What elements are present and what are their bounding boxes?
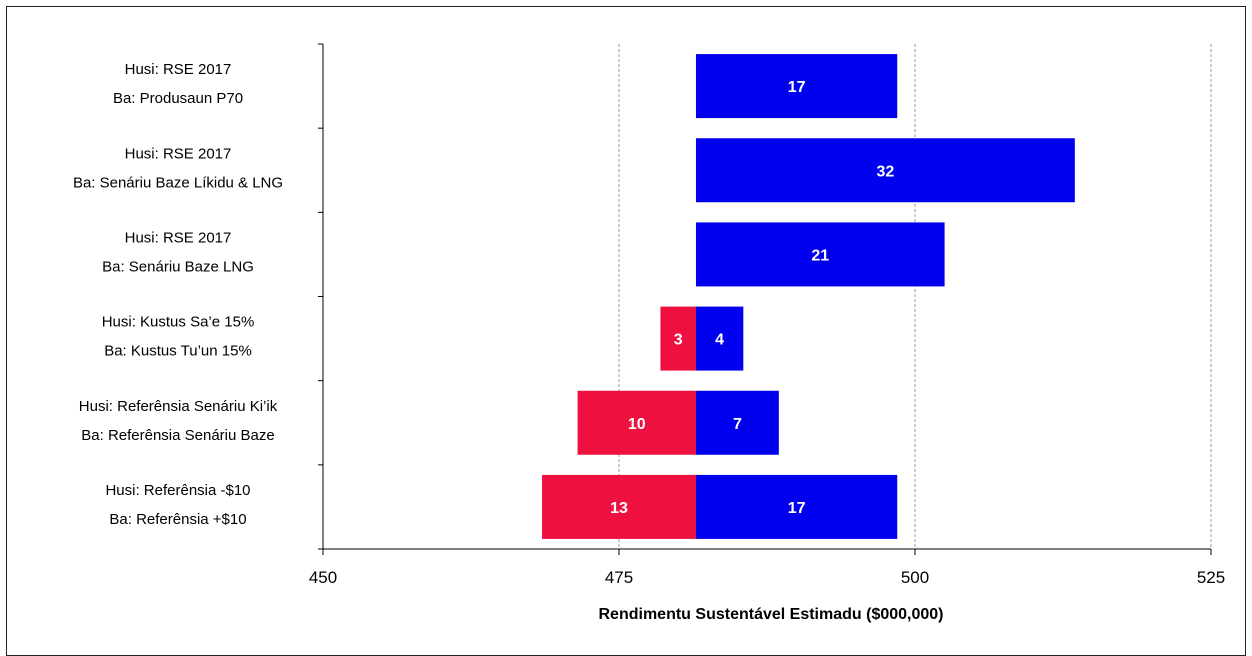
bar-high-3 xyxy=(695,306,744,371)
bar-high-2 xyxy=(695,222,945,287)
chart-frame xyxy=(6,6,1246,656)
bar-high-label-2: 21 xyxy=(811,247,829,264)
x-tick-label-0: 450 xyxy=(309,568,337,587)
category-label-from-3: Husi: Kustus Sa’e 15% xyxy=(102,314,255,331)
bar-low-4 xyxy=(577,390,696,455)
category-label-from-0: Husi: RSE 2017 xyxy=(125,61,232,78)
x-tick-label-1: 475 xyxy=(605,568,633,587)
bar-low-label-3: 3 xyxy=(674,332,683,349)
bar-high-label-4: 7 xyxy=(733,416,742,433)
category-label-from-1: Husi: RSE 2017 xyxy=(125,145,232,162)
x-tick-label-3: 525 xyxy=(1197,568,1225,587)
bar-high-label-3: 4 xyxy=(715,332,724,349)
x-tick-label-2: 500 xyxy=(901,568,929,587)
category-label-to-2: Ba: Senáriu Baze LNG xyxy=(102,258,254,275)
bar-high-0 xyxy=(695,54,898,119)
bar-low-label-4: 10 xyxy=(628,416,646,433)
bar-low-3 xyxy=(660,306,696,371)
category-label-to-1: Ba: Senáriu Baze Líkidu & LNG xyxy=(73,174,283,191)
bar-low-label-5: 13 xyxy=(610,500,628,517)
bar-high-label-1: 32 xyxy=(877,163,895,180)
category-label-to-0: Ba: Produsaun P70 xyxy=(113,90,243,107)
category-label-from-2: Husi: RSE 2017 xyxy=(125,229,232,246)
category-label-from-4: Husi: Referênsia Senáriu Ki’ik xyxy=(79,398,278,415)
bar-high-label-0: 17 xyxy=(788,79,806,96)
x-axis-title: Rendimentu Sustentável Estimadu ($000,00… xyxy=(599,606,944,623)
bar-low-5 xyxy=(542,474,696,539)
category-label-to-4: Ba: Referênsia Senáriu Baze xyxy=(81,427,274,444)
bar-high-5 xyxy=(695,474,898,539)
bar-high-4 xyxy=(695,390,779,455)
bar-high-1 xyxy=(695,138,1075,203)
bar-high-label-5: 17 xyxy=(788,500,806,517)
category-label-to-3: Ba: Kustus Tu’un 15% xyxy=(104,343,252,360)
category-label-to-5: Ba: Referênsia +$10 xyxy=(109,511,246,528)
category-label-from-5: Husi: Referênsia -$10 xyxy=(105,482,250,499)
